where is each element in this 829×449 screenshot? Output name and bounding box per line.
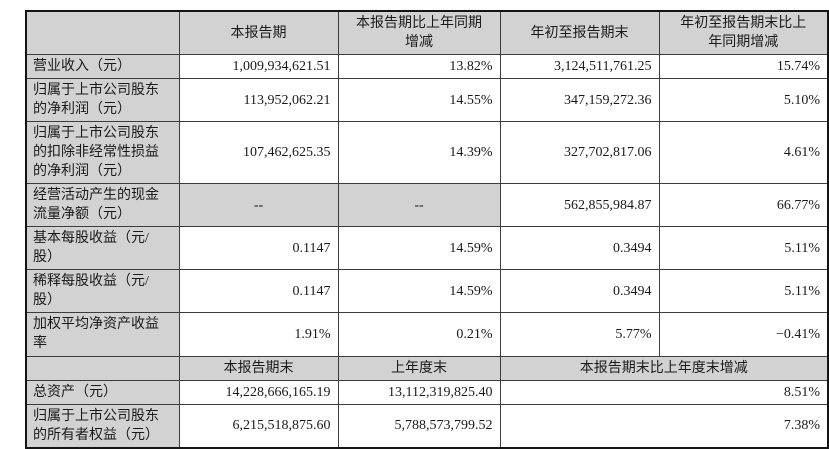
table-row-basic-eps: 基本每股收益（元/股） 0.1147 14.59% 0.3494 5.11% — [25, 226, 829, 271]
value-cell: 8.51% — [499, 379, 829, 405]
header-end-of-period: 本报告期末 — [178, 355, 339, 381]
value-cell: 14.39% — [337, 121, 501, 185]
header-change-vs-last-year-end: 本报告期末比上年度末增减 — [499, 355, 829, 381]
value-cell: 107,462,625.35 — [178, 121, 339, 185]
row-label: 基本每股收益（元/股） — [25, 226, 180, 271]
header-year-to-date: 年初至报告期末 — [499, 10, 660, 56]
value-cell: 7.38% — [499, 403, 829, 449]
header-end-of-last-year: 上年度末 — [337, 355, 501, 381]
value-cell: −0.41% — [658, 312, 829, 357]
value-cell: 14.59% — [337, 226, 501, 271]
table-row-net-profit: 归属于上市公司股东的净利润（元） 113,952,062.21 14.55% 3… — [25, 78, 829, 123]
value-cell: 562,855,984.87 — [499, 183, 660, 228]
table-row-revenue: 营业收入（元） 1,009,934,621.51 13.82% 3,124,51… — [25, 54, 829, 80]
value-cell: 327,702,817.06 — [499, 121, 660, 185]
value-cell: 66.77% — [658, 183, 829, 228]
row-label: 归属于上市公司股东的净利润（元） — [25, 78, 180, 123]
section1-header-row: 本报告期 本报告期比上年同期增减 年初至报告期末 年初至报告期末比上年同期增减 — [25, 10, 829, 56]
financial-summary-table: 本报告期 本报告期比上年同期增减 年初至报告期末 年初至报告期末比上年同期增减 … — [25, 10, 829, 449]
value-cell: 5,788,573,799.52 — [337, 403, 501, 449]
value-cell: 14,228,666,165.19 — [178, 379, 339, 405]
value-cell: 0.21% — [337, 312, 501, 357]
value-cell: 0.1147 — [178, 269, 339, 314]
table-row-total-assets: 总资产（元） 14,228,666,165.19 13,112,319,825.… — [25, 379, 829, 405]
section2-header-row: 本报告期末 上年度末 本报告期末比上年度末增减 — [25, 355, 829, 381]
table-row-operating-cash-flow: 经营活动产生的现金流量净额（元） -- -- 562,855,984.87 66… — [25, 183, 829, 228]
value-cell: 4.61% — [658, 121, 829, 185]
value-cell-na: -- — [337, 183, 501, 228]
row-label: 归属于上市公司股东的所有者权益（元） — [25, 403, 180, 449]
value-cell: 1,009,934,621.51 — [178, 54, 339, 80]
value-cell: 5.11% — [658, 226, 829, 271]
header-ytd-yoy-change: 年初至报告期末比上年同期增减 — [658, 10, 829, 56]
value-cell: 1.91% — [178, 312, 339, 357]
value-cell: 3,124,511,761.25 — [499, 54, 660, 80]
header-blank — [25, 10, 180, 56]
row-label: 总资产（元） — [25, 379, 180, 405]
row-label: 归属于上市公司股东的扣除非经常性损益的净利润（元） — [25, 121, 180, 185]
value-cell: 0.3494 — [499, 226, 660, 271]
table-row-net-profit-excl-nonrecurring: 归属于上市公司股东的扣除非经常性损益的净利润（元） 107,462,625.35… — [25, 121, 829, 185]
value-cell: 14.55% — [337, 78, 501, 123]
row-label: 经营活动产生的现金流量净额（元） — [25, 183, 180, 228]
row-label: 稀释每股收益（元/股） — [25, 269, 180, 314]
value-cell: 6,215,518,875.60 — [178, 403, 339, 449]
value-cell: 0.3494 — [499, 269, 660, 314]
value-cell: 5.11% — [658, 269, 829, 314]
header-current-period: 本报告期 — [178, 10, 339, 56]
value-cell: 347,159,272.36 — [499, 78, 660, 123]
table-row-equity-attributable-to-shareholders: 归属于上市公司股东的所有者权益（元） 6,215,518,875.60 5,78… — [25, 403, 829, 449]
value-cell: 13,112,319,825.40 — [337, 379, 501, 405]
row-label: 加权平均净资产收益率 — [25, 312, 180, 357]
value-cell-na: -- — [178, 183, 339, 228]
value-cell: 14.59% — [337, 269, 501, 314]
value-cell: 113,952,062.21 — [178, 78, 339, 123]
value-cell: 5.77% — [499, 312, 660, 357]
value-cell: 5.10% — [658, 78, 829, 123]
header-blank — [25, 355, 180, 381]
table-row-diluted-eps: 稀释每股收益（元/股） 0.1147 14.59% 0.3494 5.11% — [25, 269, 829, 314]
table-row-weighted-avg-roe: 加权平均净资产收益率 1.91% 0.21% 5.77% −0.41% — [25, 312, 829, 357]
value-cell: 0.1147 — [178, 226, 339, 271]
value-cell: 15.74% — [658, 54, 829, 80]
row-label: 营业收入（元） — [25, 54, 180, 80]
value-cell: 13.82% — [337, 54, 501, 80]
header-yoy-change: 本报告期比上年同期增减 — [337, 10, 501, 56]
